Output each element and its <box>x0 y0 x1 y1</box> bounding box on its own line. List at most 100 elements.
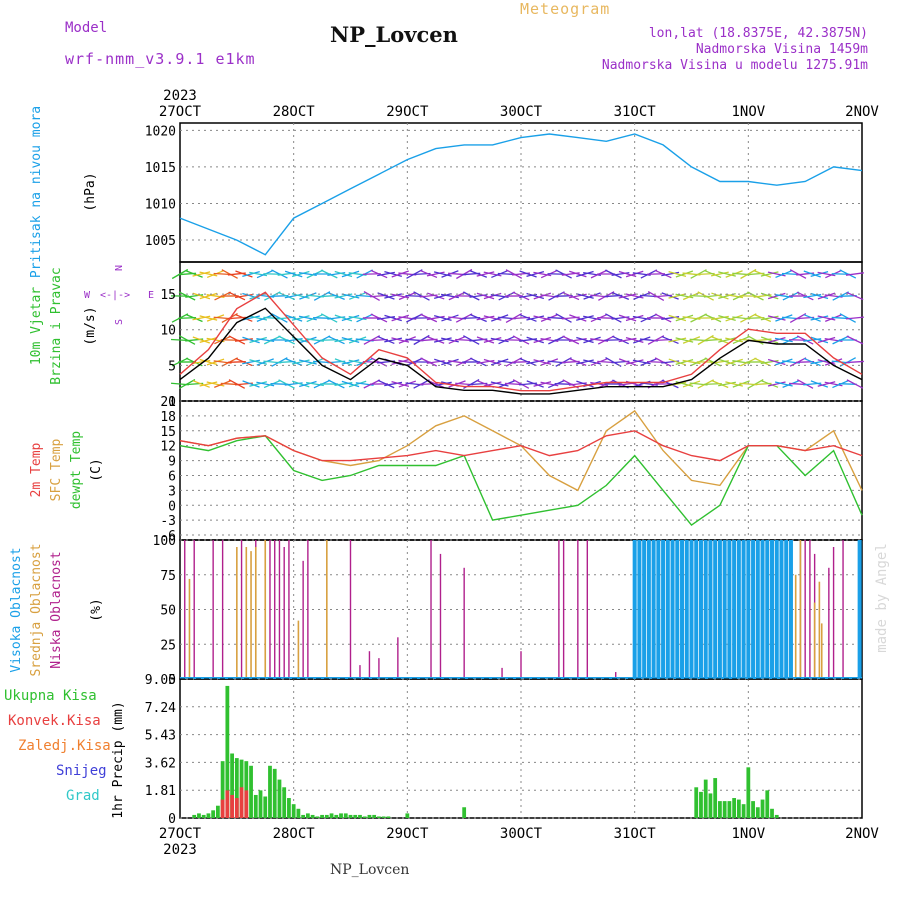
wind-arrow <box>718 358 736 366</box>
wind-arrow <box>427 336 445 344</box>
wind-arrow <box>562 335 580 345</box>
wind-arrow <box>838 383 857 385</box>
wind-arrow <box>441 358 459 366</box>
y-tick-label: 5.43 <box>145 729 176 744</box>
wind-arrow <box>334 358 353 366</box>
wind-gust-line <box>179 291 863 392</box>
precip-bar <box>197 813 201 818</box>
wind-arrow <box>810 271 829 277</box>
y-tick-label: 12 <box>160 440 176 455</box>
wind-arrow <box>554 383 573 385</box>
wind-arrow <box>341 337 360 343</box>
precip-bar <box>305 813 310 818</box>
wind-arrow <box>271 269 288 279</box>
wind-arrow <box>845 272 864 276</box>
wind-arrow <box>199 358 218 366</box>
x-tick-label-top: 29OCT <box>386 104 429 120</box>
wind-arrow <box>753 270 772 278</box>
wind-arrow <box>291 359 310 365</box>
wind-arrow <box>817 359 836 365</box>
wind-arrow <box>533 336 552 344</box>
wind-arrow <box>576 315 594 321</box>
wind-arrow <box>625 293 644 299</box>
precip-unit: 1hr Precip (mm) <box>111 701 126 818</box>
precip-bar <box>694 787 699 818</box>
wind-arrow <box>228 335 246 345</box>
y-tick-label: 15 <box>160 288 176 303</box>
wind-arrow <box>427 292 445 300</box>
precip-bar <box>774 814 779 818</box>
wind-arrow <box>689 294 708 298</box>
wind-arrow <box>370 269 388 279</box>
compass-s: S <box>114 319 125 325</box>
wind-arrow <box>533 381 552 387</box>
wind-arrow <box>327 335 345 345</box>
wind-arrow <box>760 315 779 321</box>
precip-bar <box>244 761 249 818</box>
wind-arrow <box>426 271 445 277</box>
wind-arrow <box>426 315 445 321</box>
panel-frame <box>179 400 863 541</box>
wind-arrow <box>519 357 537 367</box>
wind-arrow <box>661 292 679 300</box>
wind-arrow <box>654 269 672 279</box>
wind-arrow <box>278 379 295 389</box>
wind-arrow <box>519 270 537 278</box>
wind-arrow <box>284 270 303 278</box>
wind-arrow <box>568 293 587 299</box>
precip-bar <box>722 801 727 818</box>
wind-arrow <box>391 270 409 278</box>
wind-arrow <box>341 359 360 365</box>
precip-bar <box>192 814 197 818</box>
x-tick-label-bottom: 31OCT <box>614 826 657 842</box>
wind-arrow <box>710 271 729 277</box>
wind-arrow <box>206 381 225 387</box>
wind-arrow <box>576 380 594 388</box>
wind-arrow <box>242 336 260 344</box>
y-tick-label: 10 <box>160 324 176 339</box>
precip-bar <box>770 808 774 818</box>
precip-bar <box>362 816 367 818</box>
wind-arrow <box>839 313 856 323</box>
model-label: Model <box>65 20 108 36</box>
wind-arrow <box>576 359 594 365</box>
panel-frame <box>179 122 863 263</box>
wind-arrow <box>668 271 687 277</box>
wind-unit: (m/s) <box>83 306 98 345</box>
wind-arrow <box>711 379 729 389</box>
wind-arrow <box>569 270 587 278</box>
precip-bar <box>751 801 755 818</box>
wind-arrow <box>469 357 487 367</box>
wind-arrow <box>341 270 360 278</box>
wind-arrow <box>192 271 211 277</box>
wind-arrow <box>178 335 196 345</box>
wind-arrow <box>675 314 694 322</box>
x-tick-label-bottom: 1NOV <box>731 826 765 842</box>
wind-title: 10m Vjetar <box>29 287 44 365</box>
y-tick-label: 25 <box>160 638 176 653</box>
wind-arrow <box>526 315 545 321</box>
wind-arrow <box>405 294 424 298</box>
wind-arrow <box>646 360 665 364</box>
wind-arrow <box>569 358 587 366</box>
y-tick-label: 9 <box>168 455 176 470</box>
wind-arrow <box>270 383 289 385</box>
station-title: NP_Lovcen <box>330 22 458 47</box>
compass-w: W <box>84 290 91 301</box>
wind-arrow <box>526 271 545 277</box>
wind-arrow <box>846 335 864 345</box>
wind-arrow <box>483 337 502 343</box>
wind-arrow <box>235 314 253 322</box>
wind-title2: Brzina i Pravac <box>49 267 64 384</box>
conv-precip-bar <box>225 790 230 818</box>
x-tick-label-top: 28OCT <box>273 104 316 120</box>
wind-arrow <box>618 337 637 343</box>
wind-arrow <box>370 357 388 367</box>
precip-bar <box>282 787 287 818</box>
precip-bar <box>718 801 722 818</box>
y-tick-label: 75 <box>160 569 176 584</box>
pressure-title: Pritisak na nivou mora <box>29 106 44 278</box>
wind-arrow <box>384 271 402 277</box>
wind-arrow <box>291 315 310 321</box>
pressure-line <box>179 133 863 256</box>
